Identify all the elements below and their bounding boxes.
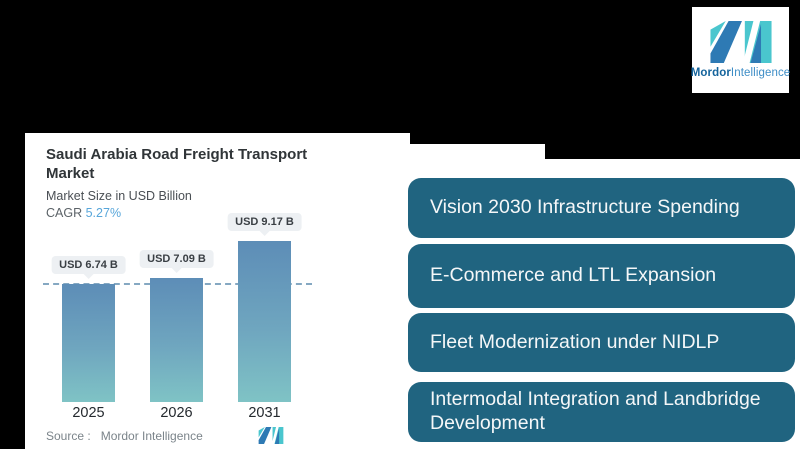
bar [150,278,203,402]
driver-callout-3: Fleet Modernization under NIDLP [408,313,795,372]
bar-plot: USD 6.74 B 2025 USD 7.09 B 2026 USD 9.17 B 20… [25,213,410,421]
brand-name-bold: Mordor [690,67,731,79]
brand-name-rest: Intelligence [730,67,791,79]
x-axis-tick-label: 2031 [248,405,281,421]
chart-header: Saudi Arabia Road Freight Transport Mark… [25,133,410,220]
chart-title: Saudi Arabia Road Freight Transport Mark… [46,146,308,182]
mordor-logo-icon [709,21,773,63]
x-axis-tick-label: 2025 [72,405,105,421]
driver-callout-2: E-Commerce and LTL Expansion [408,244,795,308]
driver-callout-1: Vision 2030 Infrastructure Spending [408,178,795,238]
brand-logo-card: MordorIntelligence [691,7,791,93]
bar-value-label: USD 7.09 B [139,250,214,268]
brand-logo-text: MordorIntelligence [691,67,791,79]
bar-group: USD 6.74 B 2025 [51,221,126,421]
source-label: Source : [46,429,91,443]
chart-cagr-line: CAGR 5.27% [46,206,410,220]
chart-subtitle: Market Size in USD Billion [46,188,192,203]
driver-callout-4: Intermodal Integration and Landbridge De… [408,382,795,442]
bar-value-label: USD 9.17 B [227,213,302,231]
bar-group: USD 9.17 B 2031 [227,213,302,421]
source-row: Source : Mordor Intelligence [46,427,391,447]
cagr-value: 5.27% [85,205,122,220]
bar-group: USD 7.09 B 2026 [139,221,214,421]
bar [62,284,115,402]
source-value: Mordor Intelligence [100,429,203,443]
cagr-label: CAGR [46,205,83,220]
bar [238,241,291,402]
bar-value-label: USD 6.74 B [51,256,126,274]
x-axis-tick-label: 2026 [160,405,193,421]
mordor-logo-small-icon [258,427,284,447]
chart-card: Saudi Arabia Road Freight Transport Mark… [25,133,410,449]
